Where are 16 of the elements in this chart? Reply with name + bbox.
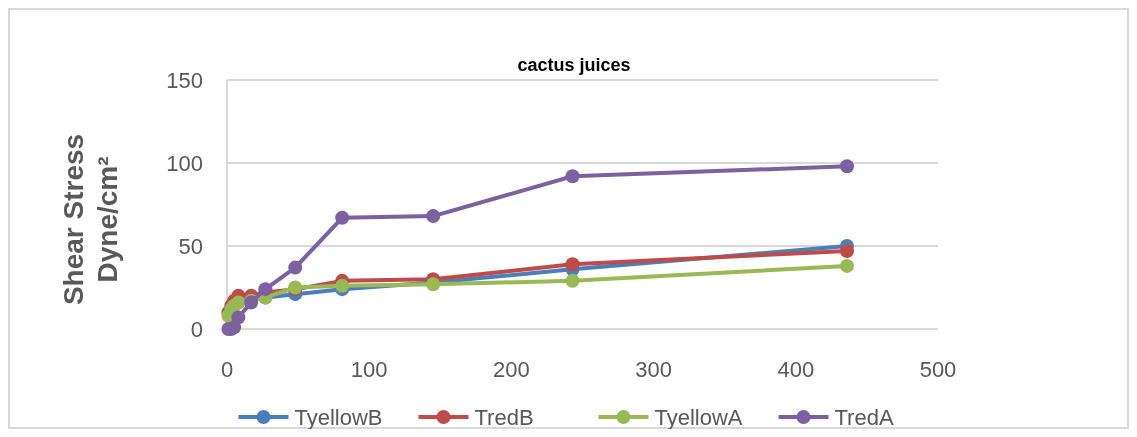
x-tick-label: 0 bbox=[220, 356, 234, 382]
legend-label: TyellowA bbox=[654, 404, 743, 430]
x-tick-label: 300 bbox=[635, 356, 672, 382]
legend-label: TredA bbox=[834, 404, 894, 430]
y-tick-label: 100 bbox=[166, 150, 203, 176]
x-tick-label: 100 bbox=[350, 356, 388, 382]
legend-label: TredB bbox=[474, 404, 534, 430]
y-tick-label: 50 bbox=[178, 233, 203, 259]
y-tick-label: 150 bbox=[166, 67, 203, 93]
x-tick-label: 200 bbox=[493, 356, 530, 382]
y-tick-label: 0 bbox=[190, 316, 203, 342]
x-tick-label: 400 bbox=[777, 356, 815, 382]
chart-title: cactus juices bbox=[517, 55, 631, 76]
x-tick-label: 500 bbox=[919, 356, 957, 382]
y-axis-title: Shear Stress Dyne/cm² bbox=[58, 133, 123, 306]
legend-label: TyellowB bbox=[294, 404, 383, 430]
